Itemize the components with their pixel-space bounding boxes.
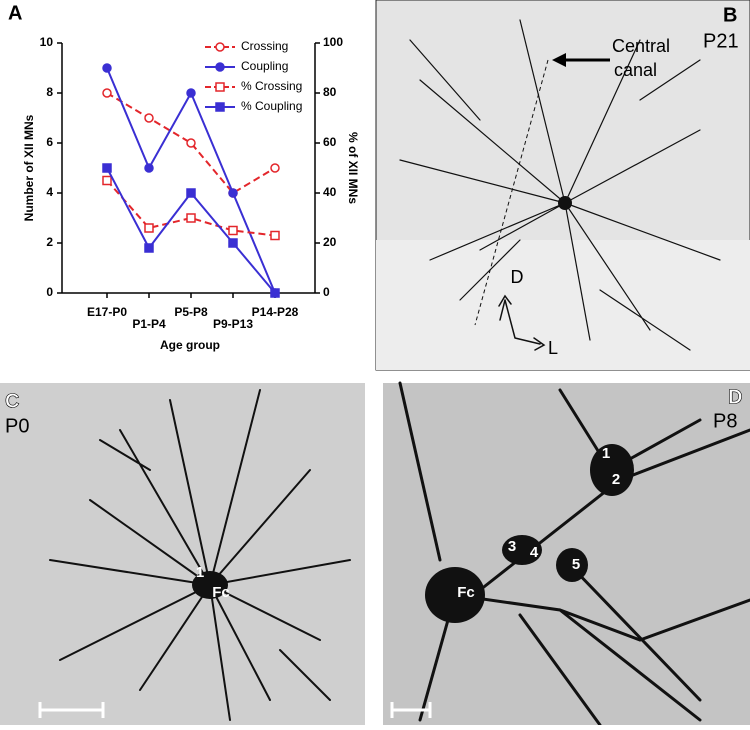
marker <box>186 138 196 148</box>
panel-label: A <box>8 2 22 24</box>
annotation: canal <box>614 60 657 80</box>
cell-label: 1 <box>602 445 610 462</box>
panel-c: C P0 1 Fc <box>0 383 365 725</box>
marker <box>102 175 112 186</box>
legend-label: % Coupling <box>241 99 302 113</box>
marker <box>228 238 238 248</box>
age-label: P8 <box>713 410 737 432</box>
legend-marker <box>215 102 225 112</box>
series-line <box>106 92 276 195</box>
marker <box>144 163 154 173</box>
cell-label: 5 <box>572 556 580 573</box>
marker <box>144 113 154 123</box>
marker <box>270 230 280 241</box>
marker <box>228 225 238 236</box>
cell-label: 2 <box>612 471 620 488</box>
y-tick-label: 8 <box>46 85 53 99</box>
legend-marker <box>215 82 225 92</box>
y2-tick-label: 60 <box>323 135 337 149</box>
annotation: Central <box>612 36 670 56</box>
marker <box>186 213 196 223</box>
y2-axis-label: % of XII MNs <box>346 132 360 204</box>
marker <box>228 188 238 198</box>
panel-label: D <box>728 386 742 408</box>
panel-label: C <box>5 390 19 412</box>
y-axis-label: Number of XII MNs <box>22 114 36 221</box>
y-tick-label: 10 <box>40 35 54 49</box>
y2-tick-label: 20 <box>323 235 337 249</box>
y2-tick-label: 100 <box>323 35 343 49</box>
y2-tick-label: 80 <box>323 85 337 99</box>
legend-label: Crossing <box>241 39 288 53</box>
axis-label: D <box>511 267 524 287</box>
cell-label: 1 <box>196 564 204 581</box>
cell-label: Fc <box>212 584 230 601</box>
y2-tick-label: 0 <box>323 285 330 299</box>
marker <box>102 63 112 73</box>
y-tick-label: 2 <box>46 235 53 249</box>
cell-label: 4 <box>530 544 539 561</box>
axis-label: L <box>548 338 558 358</box>
cell-label: 3 <box>508 538 516 555</box>
y-tick-label: 6 <box>46 135 53 149</box>
panel-label: B <box>723 4 737 26</box>
cell-label: Fc <box>457 584 475 601</box>
marker <box>186 88 196 98</box>
marker <box>270 163 280 173</box>
marker <box>270 288 280 298</box>
x-tick-label: P14-P28 <box>252 305 299 319</box>
age-label: P21 <box>703 30 739 52</box>
legend-marker <box>215 62 225 72</box>
x-tick-label: P1-P4 <box>132 317 166 331</box>
marker <box>144 243 154 253</box>
marker <box>102 163 112 173</box>
y-tick-label: 4 <box>46 185 53 199</box>
marker <box>186 188 196 198</box>
panel-b: B P21 Central canal D L <box>375 0 750 371</box>
y-tick-label: 0 <box>46 285 53 299</box>
x-axis-label: Age group <box>160 338 220 352</box>
legend-marker <box>215 42 225 52</box>
x-tick-label: E17-P0 <box>87 305 127 319</box>
marker <box>102 88 112 98</box>
x-tick-label: P5-P8 <box>174 305 208 319</box>
age-label: P0 <box>5 415 29 437</box>
legend-label: Coupling <box>241 59 288 73</box>
marker <box>144 223 154 233</box>
panel-d: D P8 1 2 3 4 5 Fc <box>383 381 750 727</box>
y2-tick-label: 40 <box>323 185 337 199</box>
x-tick-label: P9-P13 <box>213 317 253 331</box>
legend-label: % Crossing <box>241 79 302 93</box>
